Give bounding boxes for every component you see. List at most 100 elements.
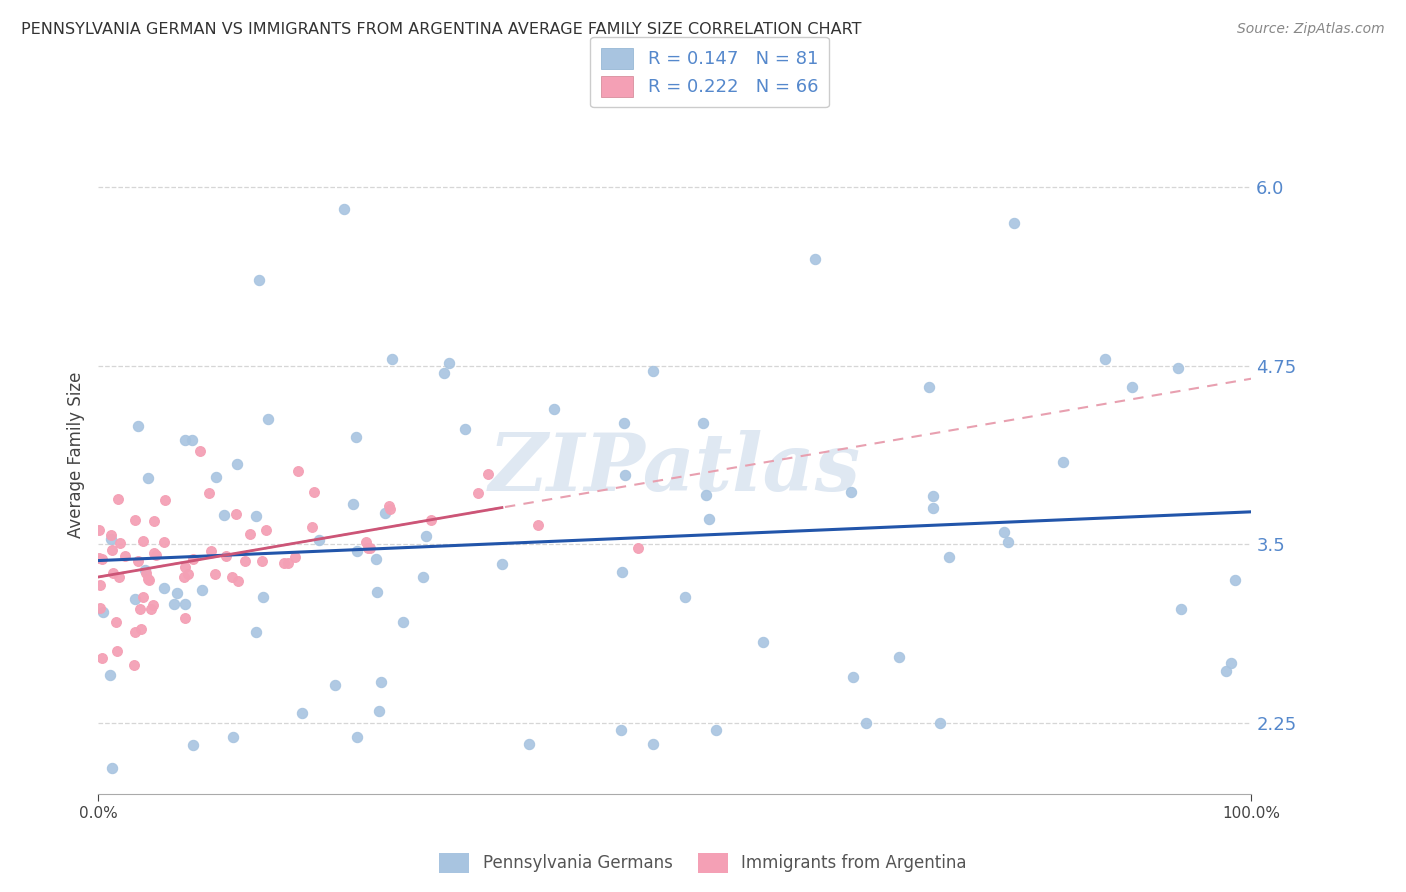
Point (613, 467, 636, 482)
Point (610, 723, 633, 737)
Point (1170, 602, 1192, 616)
Point (1052, 455, 1074, 469)
Point (287, 464, 309, 478)
Point (381, 351, 404, 366)
Point (145, 548, 167, 562)
Point (174, 433, 197, 447)
Point (997, 535, 1019, 549)
Point (173, 597, 195, 611)
Point (342, 497, 364, 511)
Point (212, 508, 235, 522)
Point (105, 644, 128, 658)
Point (104, 615, 127, 629)
Point (1225, 573, 1247, 587)
Point (526, 518, 548, 533)
Point (174, 559, 197, 574)
Point (412, 570, 434, 584)
Point (887, 650, 910, 665)
Point (543, 401, 565, 416)
Point (415, 529, 437, 543)
Point (177, 567, 200, 582)
Point (143, 546, 166, 560)
Point (346, 544, 368, 558)
Point (233, 554, 256, 568)
Y-axis label: Average Family Size: Average Family Size (66, 372, 84, 538)
Point (250, 554, 273, 568)
Text: Source: ZipAtlas.com: Source: ZipAtlas.com (1237, 22, 1385, 37)
Point (803, 252, 825, 266)
Point (697, 512, 720, 526)
Point (200, 544, 222, 558)
Point (181, 738, 204, 752)
Point (142, 598, 165, 612)
Point (108, 536, 131, 550)
Point (938, 550, 960, 565)
Point (91, 651, 114, 665)
Point (627, 541, 650, 556)
Point (273, 556, 295, 570)
Text: PENNSYLVANIA GERMAN VS IMMIGRANTS FROM ARGENTINA AVERAGE FAMILY SIZE CORRELATION: PENNSYLVANIA GERMAN VS IMMIGRANTS FROM A… (21, 22, 862, 37)
Point (134, 563, 156, 577)
Point (166, 586, 188, 600)
Point (226, 574, 249, 588)
Point (114, 549, 136, 563)
Point (641, 364, 664, 378)
Point (921, 500, 943, 515)
Point (226, 457, 249, 471)
Point (392, 615, 415, 629)
Point (332, 202, 354, 216)
Point (127, 554, 149, 568)
Point (183, 551, 205, 566)
Point (89, 600, 111, 615)
Point (1002, 216, 1025, 230)
Point (368, 704, 391, 718)
Point (437, 356, 460, 370)
Point (308, 533, 330, 548)
Point (100, 761, 122, 775)
Point (291, 706, 314, 720)
Point (188, 444, 211, 458)
Legend: Pennsylvania Germans, Immigrants from Argentina: Pennsylvania Germans, Immigrants from Ar… (433, 847, 973, 880)
Point (433, 366, 456, 380)
Point (180, 433, 202, 447)
Point (132, 590, 155, 604)
Point (153, 535, 176, 549)
Point (245, 509, 267, 524)
Point (204, 567, 226, 582)
Point (98, 668, 121, 682)
Point (141, 601, 163, 615)
Point (163, 597, 186, 611)
Point (302, 484, 325, 499)
Point (89, 577, 111, 591)
Point (225, 507, 247, 521)
Point (704, 723, 727, 737)
Point (370, 674, 392, 689)
Point (90, 552, 112, 566)
Point (124, 624, 146, 639)
Point (921, 490, 943, 504)
Point (173, 611, 195, 625)
Point (129, 602, 152, 616)
Point (215, 549, 238, 564)
Point (356, 541, 378, 556)
Point (1215, 665, 1237, 679)
Point (1094, 352, 1116, 367)
Point (124, 513, 146, 527)
Point (344, 430, 367, 444)
Point (138, 574, 160, 588)
Point (301, 520, 323, 534)
Point (101, 543, 124, 558)
Point (107, 492, 129, 507)
Legend: R = 0.147   N = 81, R = 0.222   N = 66: R = 0.147 N = 81, R = 0.222 N = 66 (591, 37, 830, 107)
Point (366, 585, 388, 599)
Point (1121, 380, 1143, 394)
Point (100, 528, 122, 542)
Point (132, 533, 155, 548)
Point (491, 557, 513, 571)
Point (239, 527, 262, 541)
Point (517, 737, 540, 751)
Point (373, 506, 395, 520)
Point (284, 549, 307, 564)
Point (1219, 656, 1241, 670)
Point (842, 670, 865, 684)
